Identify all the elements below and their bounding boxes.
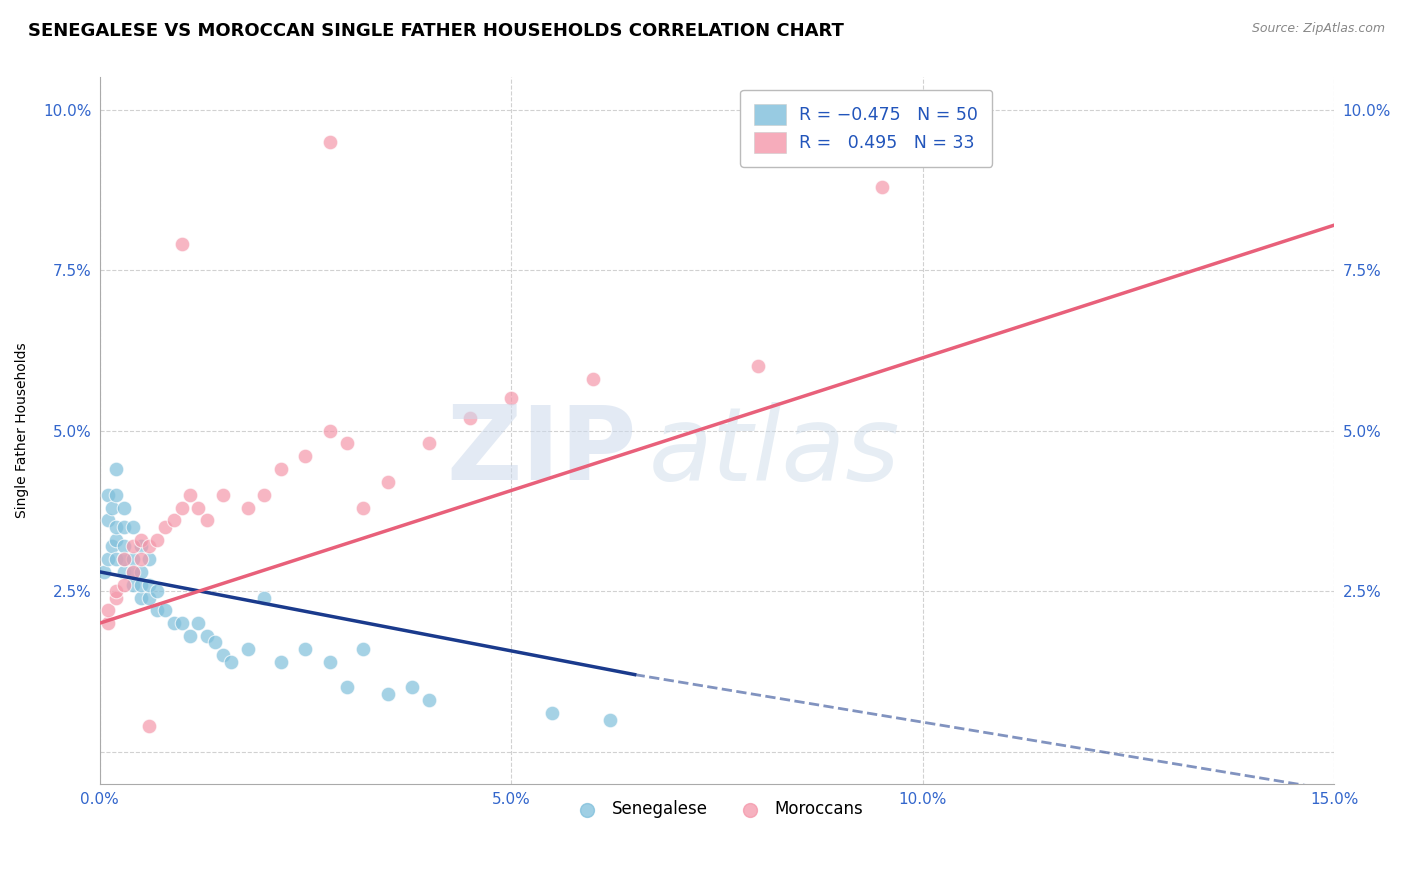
Point <box>146 603 169 617</box>
Point <box>335 681 357 695</box>
Text: SENEGALESE VS MOROCCAN SINGLE FATHER HOUSEHOLDS CORRELATION CHART: SENEGALESE VS MOROCCAN SINGLE FATHER HOU… <box>28 22 844 40</box>
Point <box>146 584 169 599</box>
Point <box>129 577 152 591</box>
Point <box>221 655 243 669</box>
Point <box>170 237 193 252</box>
Text: Source: ZipAtlas.com: Source: ZipAtlas.com <box>1251 22 1385 36</box>
Point <box>155 603 177 617</box>
Point <box>195 629 218 643</box>
Point <box>138 552 160 566</box>
Legend: Senegalese, Moroccans: Senegalese, Moroccans <box>564 794 870 825</box>
Point <box>112 539 135 553</box>
Point <box>129 539 152 553</box>
Point <box>105 584 128 599</box>
Point <box>401 681 423 695</box>
Point <box>121 520 143 534</box>
Point <box>870 179 893 194</box>
Point <box>97 603 120 617</box>
Point <box>97 513 120 527</box>
Point <box>112 552 135 566</box>
Point <box>112 565 135 579</box>
Point <box>170 616 193 631</box>
Point <box>187 616 209 631</box>
Point <box>163 616 186 631</box>
Point <box>541 706 564 720</box>
Point <box>458 410 481 425</box>
Point <box>212 488 235 502</box>
Point <box>335 436 357 450</box>
Point <box>236 641 259 656</box>
Point <box>105 520 128 534</box>
Point <box>253 591 276 605</box>
Point <box>105 533 128 547</box>
Point <box>599 713 621 727</box>
Point <box>121 565 143 579</box>
Point <box>319 424 342 438</box>
Point <box>179 488 201 502</box>
Point <box>129 591 152 605</box>
Point <box>129 552 152 566</box>
Point <box>170 500 193 515</box>
Point <box>93 565 115 579</box>
Point <box>418 693 440 707</box>
Point <box>155 520 177 534</box>
Point <box>270 655 292 669</box>
Point <box>138 719 160 733</box>
Point <box>121 539 143 553</box>
Point <box>112 520 135 534</box>
Point <box>187 500 209 515</box>
Text: ZIP: ZIP <box>446 401 637 502</box>
Point <box>501 392 523 406</box>
Point <box>97 552 120 566</box>
Point <box>352 641 374 656</box>
Point <box>112 577 135 591</box>
Point <box>105 591 128 605</box>
Point <box>253 488 276 502</box>
Point <box>195 513 218 527</box>
Point <box>112 552 135 566</box>
Point <box>377 475 399 489</box>
Point <box>212 648 235 663</box>
Point <box>319 135 342 149</box>
Point <box>129 565 152 579</box>
Point <box>319 655 342 669</box>
Point <box>138 577 160 591</box>
Point <box>138 591 160 605</box>
Point <box>121 577 143 591</box>
Point <box>236 500 259 515</box>
Point <box>97 616 120 631</box>
Point <box>146 533 169 547</box>
Point <box>121 565 143 579</box>
Point <box>747 359 769 374</box>
Point <box>112 500 135 515</box>
Point <box>163 513 186 527</box>
Point <box>294 641 316 656</box>
Point <box>204 635 226 649</box>
Point <box>377 687 399 701</box>
Point <box>101 539 124 553</box>
Y-axis label: Single Father Households: Single Father Households <box>15 343 30 518</box>
Point <box>121 552 143 566</box>
Point <box>418 436 440 450</box>
Point <box>582 372 605 386</box>
Point <box>105 552 128 566</box>
Point <box>270 462 292 476</box>
Text: atlas: atlas <box>650 401 900 502</box>
Point <box>294 450 316 464</box>
Point <box>129 533 152 547</box>
Point <box>101 500 124 515</box>
Point <box>179 629 201 643</box>
Point <box>105 462 128 476</box>
Point <box>97 488 120 502</box>
Point <box>105 488 128 502</box>
Point <box>352 500 374 515</box>
Point <box>138 539 160 553</box>
